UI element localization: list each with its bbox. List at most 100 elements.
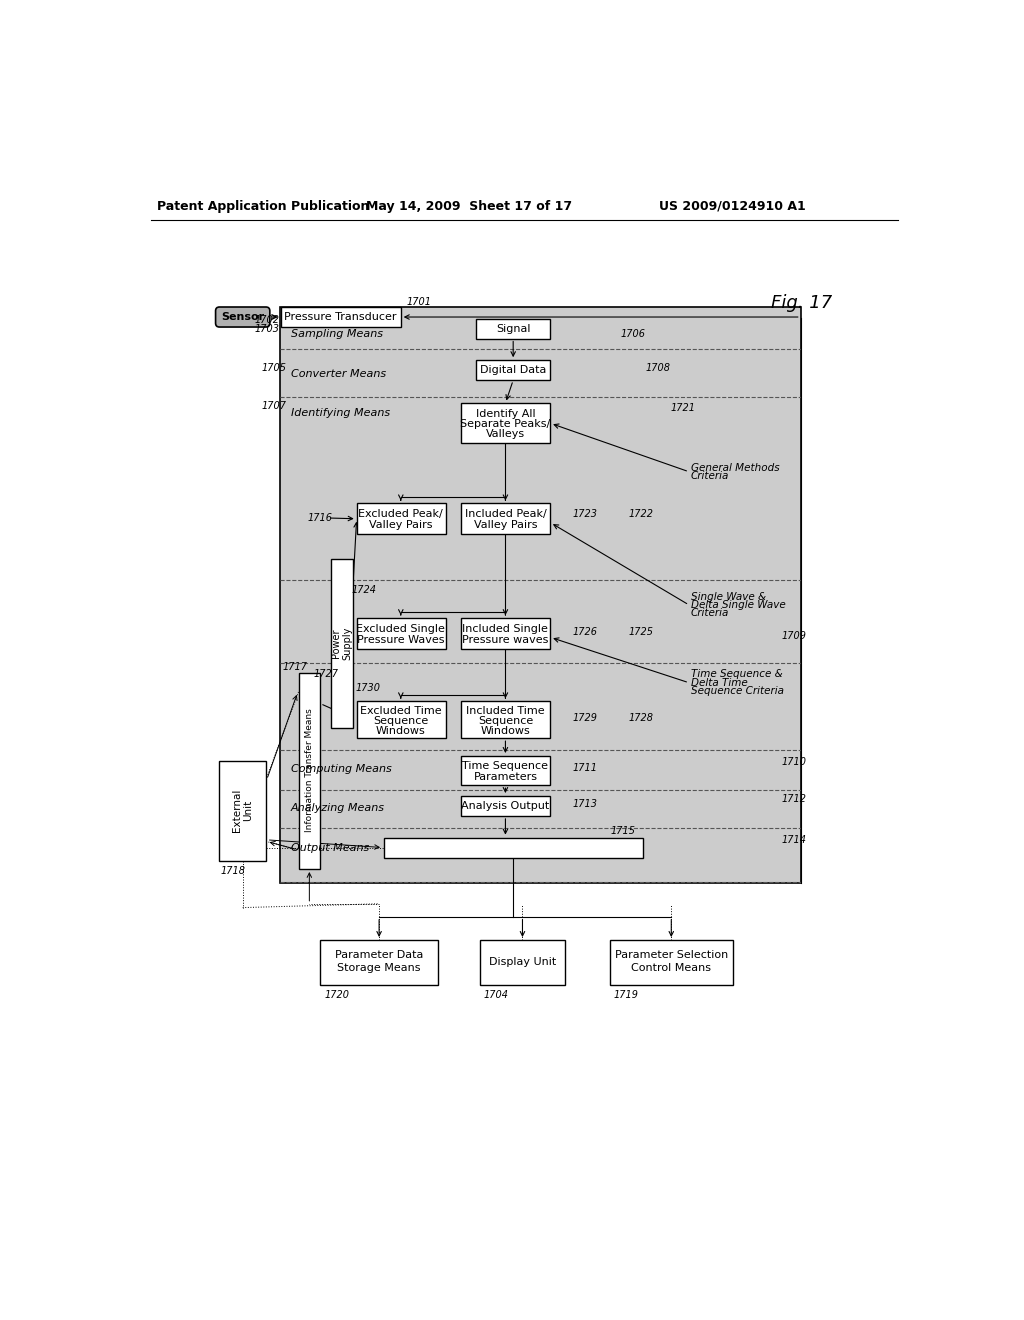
Text: External
Unit: External Unit: [231, 789, 254, 833]
Text: 1718: 1718: [221, 866, 246, 876]
Text: 1726: 1726: [572, 627, 598, 638]
Text: Valleys: Valleys: [485, 429, 525, 440]
Text: Sequence Criteria: Sequence Criteria: [690, 686, 783, 696]
Text: Storage Means: Storage Means: [337, 962, 421, 973]
Text: 1722: 1722: [629, 510, 653, 519]
Text: Windows: Windows: [376, 726, 426, 737]
Text: Analyzing Means: Analyzing Means: [291, 803, 385, 813]
Text: Excluded Single: Excluded Single: [356, 624, 445, 634]
Text: 1710: 1710: [781, 758, 806, 767]
Text: Sampling Means: Sampling Means: [291, 329, 383, 339]
Text: Sequence: Sequence: [373, 717, 428, 726]
Text: Delta Time: Delta Time: [690, 677, 748, 688]
Text: Parameter Selection: Parameter Selection: [614, 950, 728, 961]
Text: 1703: 1703: [254, 325, 280, 334]
Text: 1709: 1709: [781, 631, 806, 640]
Bar: [461, 618, 550, 649]
Text: Power
Supply: Power Supply: [331, 627, 352, 660]
Text: 1720: 1720: [324, 990, 349, 1001]
Bar: [461, 701, 550, 738]
Text: Sequence: Sequence: [478, 717, 534, 726]
Text: 1713: 1713: [572, 799, 598, 809]
Text: Included Single: Included Single: [463, 624, 549, 634]
Bar: [281, 308, 400, 327]
Bar: [610, 940, 732, 985]
Text: Separate Peaks/: Separate Peaks/: [461, 418, 551, 429]
Bar: [461, 756, 550, 785]
Text: Signal: Signal: [496, 323, 530, 334]
Text: 1716: 1716: [308, 513, 333, 523]
Bar: [480, 940, 565, 985]
Text: Criteria: Criteria: [690, 471, 729, 482]
Text: Patent Application Publication: Patent Application Publication: [158, 199, 370, 213]
Text: 1717: 1717: [283, 661, 308, 672]
Text: 1712: 1712: [781, 795, 806, 804]
Text: 1702: 1702: [254, 315, 280, 325]
Text: 1714: 1714: [781, 834, 806, 845]
Text: 1715: 1715: [610, 826, 635, 837]
Bar: [299, 673, 321, 869]
Text: Identifying Means: Identifying Means: [291, 408, 390, 417]
Text: 1725: 1725: [629, 627, 653, 638]
Text: 1723: 1723: [572, 510, 598, 519]
Text: 1711: 1711: [572, 763, 598, 774]
Bar: [384, 837, 643, 858]
Text: Valley Pairs: Valley Pairs: [474, 520, 538, 529]
Text: Parameters: Parameters: [473, 772, 538, 781]
Text: Output Means: Output Means: [291, 842, 369, 853]
Text: Identify All: Identify All: [475, 409, 536, 418]
Text: US 2009/0124910 A1: US 2009/0124910 A1: [659, 199, 806, 213]
FancyBboxPatch shape: [216, 308, 270, 327]
Bar: [356, 618, 445, 649]
Text: Included Peak/: Included Peak/: [465, 510, 546, 519]
Text: Delta Single Wave: Delta Single Wave: [690, 601, 785, 610]
Bar: [280, 308, 801, 883]
Text: Control Means: Control Means: [631, 962, 712, 973]
Bar: [356, 701, 445, 738]
Text: Converter Means: Converter Means: [291, 370, 386, 379]
Text: Computing Means: Computing Means: [291, 764, 391, 774]
Text: Display Unit: Display Unit: [488, 957, 556, 968]
Text: Included Time: Included Time: [466, 706, 545, 717]
Text: Parameter Data: Parameter Data: [335, 950, 423, 961]
Bar: [461, 503, 550, 535]
Text: Time Sequence: Time Sequence: [463, 760, 549, 771]
Text: 1701: 1701: [407, 297, 432, 308]
Text: Single Wave &: Single Wave &: [690, 591, 766, 602]
Text: May 14, 2009  Sheet 17 of 17: May 14, 2009 Sheet 17 of 17: [366, 199, 572, 213]
Text: 1706: 1706: [621, 329, 645, 339]
Text: Fig. 17: Fig. 17: [771, 294, 833, 312]
Text: 1724: 1724: [351, 585, 376, 594]
Text: 1729: 1729: [572, 713, 598, 723]
Bar: [356, 503, 445, 535]
Text: 1719: 1719: [614, 990, 639, 1001]
Text: Information Transfer Means: Information Transfer Means: [305, 709, 313, 833]
Bar: [219, 760, 266, 861]
Text: General Methods: General Methods: [690, 463, 779, 473]
Bar: [476, 318, 550, 339]
Text: Windows: Windows: [480, 726, 530, 737]
Text: Criteria: Criteria: [690, 609, 729, 619]
Text: Valley Pairs: Valley Pairs: [369, 520, 432, 529]
Bar: [476, 360, 550, 380]
Text: Sensor: Sensor: [221, 312, 264, 322]
Text: 1708: 1708: [646, 363, 671, 372]
Text: 1730: 1730: [356, 684, 381, 693]
Bar: [331, 558, 352, 729]
Text: Time Sequence &: Time Sequence &: [690, 669, 782, 680]
Text: 1705: 1705: [261, 363, 287, 372]
Bar: [461, 796, 550, 816]
Text: Pressure Waves: Pressure Waves: [357, 635, 444, 644]
Text: Analysis Output: Analysis Output: [461, 801, 550, 810]
Text: Excluded Time: Excluded Time: [360, 706, 441, 717]
Text: Pressure Transducer: Pressure Transducer: [284, 312, 396, 322]
Text: 1727: 1727: [314, 669, 339, 680]
Text: Digital Data: Digital Data: [480, 366, 547, 375]
Bar: [461, 404, 550, 444]
Text: 1707: 1707: [261, 401, 287, 412]
Bar: [321, 940, 438, 985]
Text: Pressure waves: Pressure waves: [462, 635, 549, 644]
Text: Excluded Peak/: Excluded Peak/: [358, 510, 443, 519]
Text: 1721: 1721: [671, 403, 695, 413]
Text: 1704: 1704: [483, 990, 509, 1001]
